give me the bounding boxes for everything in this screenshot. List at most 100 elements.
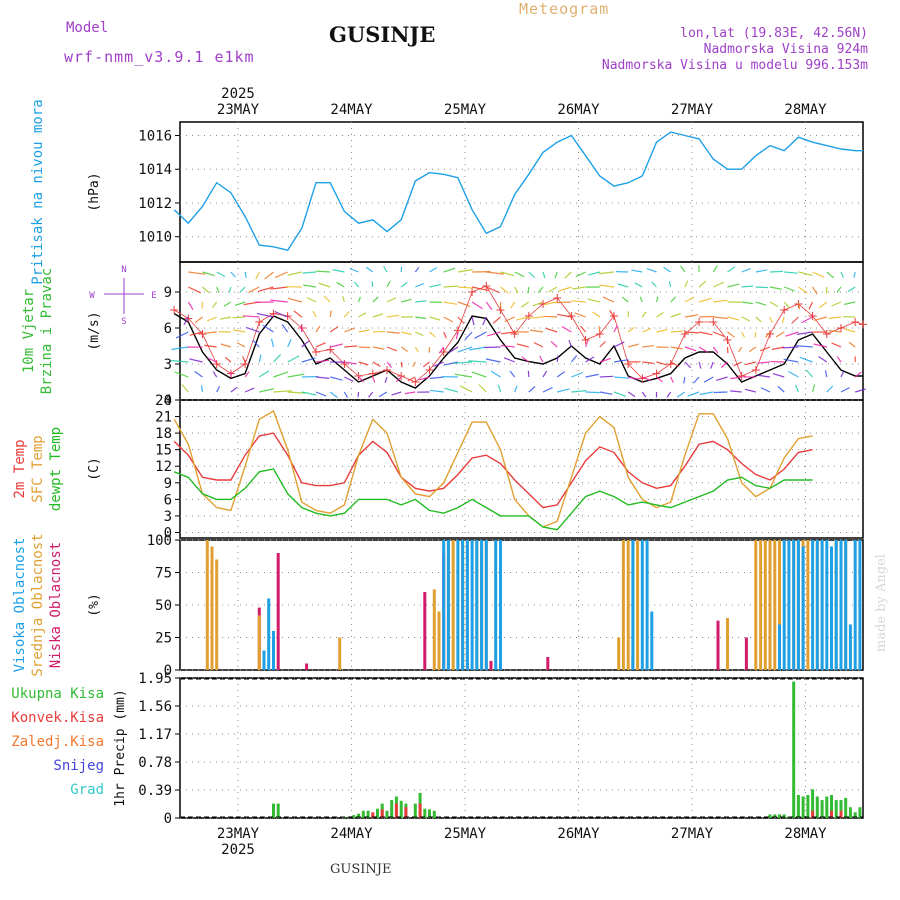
wind-arrow [828, 329, 842, 333]
wind-arrow [520, 301, 530, 308]
wind-arrow [302, 271, 317, 274]
y-tick-label: 0 [164, 663, 172, 679]
precipitation-bar-precip_total [276, 803, 280, 818]
wind-arrow [386, 297, 397, 303]
wind-arrow [457, 346, 473, 353]
precipitation-bar-precip_conv [839, 810, 843, 818]
wind-arrow [332, 269, 345, 273]
wind-arrow [273, 353, 282, 363]
y-tick-label: 15 [155, 443, 172, 459]
cloud-bar-cloud_mid [257, 615, 261, 670]
wind-arrow [634, 282, 643, 288]
wind-arrow [713, 281, 724, 288]
wind-arrow [372, 313, 384, 318]
wind-arrow [585, 356, 595, 363]
y-tick-label: 50 [155, 598, 172, 614]
wind-arrow [444, 387, 459, 393]
wind-arrow [500, 331, 515, 335]
wind-arrow [378, 391, 388, 398]
wind-arrow [471, 286, 489, 292]
wind-arrow [464, 331, 473, 341]
wind-arrow [539, 355, 544, 363]
wind-arrow [592, 311, 601, 318]
wind-arrow [471, 316, 475, 326]
wind-arrow [812, 286, 818, 295]
precipitation-bar-precip_total [848, 807, 852, 818]
wind-arrow [533, 341, 544, 348]
temperature-series-dewpoint [173, 468, 813, 531]
panel-unit: (C) [87, 457, 102, 480]
wind-arrow [826, 385, 834, 393]
wind-arrow [744, 361, 756, 366]
wind-arrow [358, 312, 367, 318]
wind-arrow [287, 338, 292, 348]
wind-arrow [270, 286, 288, 290]
wind-arrow [236, 342, 246, 348]
wind-arrow [248, 286, 260, 294]
wind-arrow [853, 271, 856, 278]
wind-arrow [772, 373, 785, 378]
wind-arrow [281, 324, 289, 333]
wind-arrow [613, 359, 629, 363]
cloud-bar-cloud_low [546, 657, 550, 670]
wind-arrow [748, 346, 757, 353]
cloud-bar-cloud_mid [617, 637, 621, 670]
wind-arrow [372, 330, 386, 333]
wind-arrow [698, 361, 702, 369]
wind-arrow [801, 316, 813, 324]
wind-arrow [244, 371, 250, 378]
wind-arrow [587, 271, 600, 276]
wind-arrow [557, 388, 570, 393]
wind-arrow [259, 388, 275, 393]
panel-unit: (hPa) [87, 172, 102, 211]
wind-arrow [847, 286, 856, 293]
cloud-bar-cloud_high [465, 540, 469, 670]
wind-arrow [429, 389, 444, 393]
wind-arrow [194, 316, 203, 324]
wind-arrow [500, 345, 515, 348]
wind-arrow [368, 391, 374, 398]
precipitation-bar-precip_total [820, 800, 824, 818]
wind-arrow [438, 346, 445, 354]
wind-arrow [471, 301, 483, 310]
wind-arrow [358, 329, 370, 333]
wind-arrow [698, 331, 713, 336]
wind-arrow [443, 301, 458, 305]
cloud-bar-cloud_low [489, 660, 493, 670]
wind-arrow [471, 371, 487, 378]
wind-arrow [486, 331, 501, 337]
wind-arrow [741, 331, 746, 338]
wind-arrow [329, 310, 332, 318]
wind-arrow [349, 267, 359, 273]
wind-arrow [371, 281, 374, 288]
cloud-bar-cloud_low [276, 553, 280, 670]
cloud-bar-cloud_mid [773, 540, 777, 670]
cloud-bar-cloud_high [830, 546, 833, 670]
wind-arrow [537, 286, 544, 294]
compass-s: S [121, 317, 126, 327]
precipitation-bar-precip_conv [394, 803, 398, 818]
wind-arrow [401, 331, 412, 336]
wind-arrow [628, 343, 639, 348]
precipitation-bar-precip_total [825, 796, 829, 818]
wind-arrow [585, 391, 600, 394]
cloud-bar-cloud_high [792, 540, 796, 670]
cloud-bar-cloud_high [461, 540, 465, 670]
precipitation-bar-precip_total [352, 815, 356, 818]
wind-arrow [342, 296, 345, 303]
wind-arrow [613, 324, 618, 333]
wind-arrow [684, 280, 689, 288]
wind-arrow [287, 391, 306, 394]
wind-arrow [422, 361, 430, 368]
year-label-top: 2025 [221, 86, 255, 102]
wind-arrow [242, 315, 260, 318]
wind-arrow [228, 286, 232, 293]
wind-arrow [386, 281, 391, 288]
wind-arrow [826, 271, 835, 279]
wind-arrow [796, 345, 813, 348]
pressure-series-pressure [173, 131, 863, 251]
wind-arrow [656, 329, 668, 333]
wind-arrow [759, 346, 771, 352]
cloud-bar-cloud_high [801, 546, 805, 670]
wind-arrow [372, 296, 379, 303]
